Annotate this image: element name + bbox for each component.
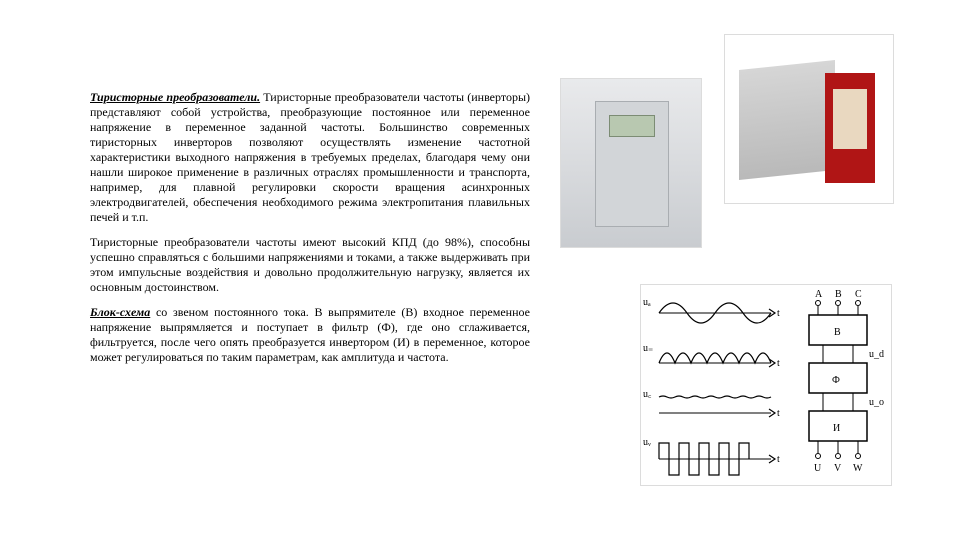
svg-text:A: A <box>815 289 823 300</box>
device-image-red <box>724 34 894 204</box>
label-uv: uᵥ <box>643 437 651 448</box>
block-F: Ф <box>832 375 840 386</box>
svg-text:C: C <box>855 289 862 300</box>
para3-body: со звеном постоянного тока. В выпрямител… <box>90 305 530 364</box>
paragraph-2: Тиристорные преобразователи частоты имею… <box>90 235 530 295</box>
block-B: В <box>834 327 841 338</box>
svg-text:u_o: u_o <box>869 397 884 408</box>
svg-text:t: t <box>777 454 780 465</box>
svg-text:B: B <box>835 289 842 300</box>
svg-text:W: W <box>853 463 863 474</box>
block-I: И <box>833 423 840 434</box>
para1-body: Тиристорные преобразователи частоты (инв… <box>90 90 530 224</box>
label-ua: uₐ <box>643 297 651 308</box>
svg-text:t: t <box>777 358 780 369</box>
para1-lead: Тиристорные преобразователи. <box>90 90 260 104</box>
label-ud: u₌ <box>643 343 653 354</box>
device-image-grey <box>560 78 702 248</box>
svg-text:V: V <box>834 463 842 474</box>
label-uc: u꜀ <box>643 389 652 400</box>
paragraph-1: Тиристорные преобразователи. Тиристорные… <box>90 90 530 225</box>
svg-text:U: U <box>814 463 822 474</box>
svg-text:t: t <box>777 408 780 419</box>
paragraph-3: Блок-схема со звеном постоянного тока. В… <box>90 305 530 365</box>
svg-text:t: t <box>777 308 780 319</box>
svg-text:u_d: u_d <box>869 349 884 360</box>
block-scheme-diagram: uₐ t u₌ t u꜀ t uᵥ t A B C В u_d Ф u_o И … <box>640 284 892 486</box>
para3-lead: Блок-схема <box>90 305 150 319</box>
